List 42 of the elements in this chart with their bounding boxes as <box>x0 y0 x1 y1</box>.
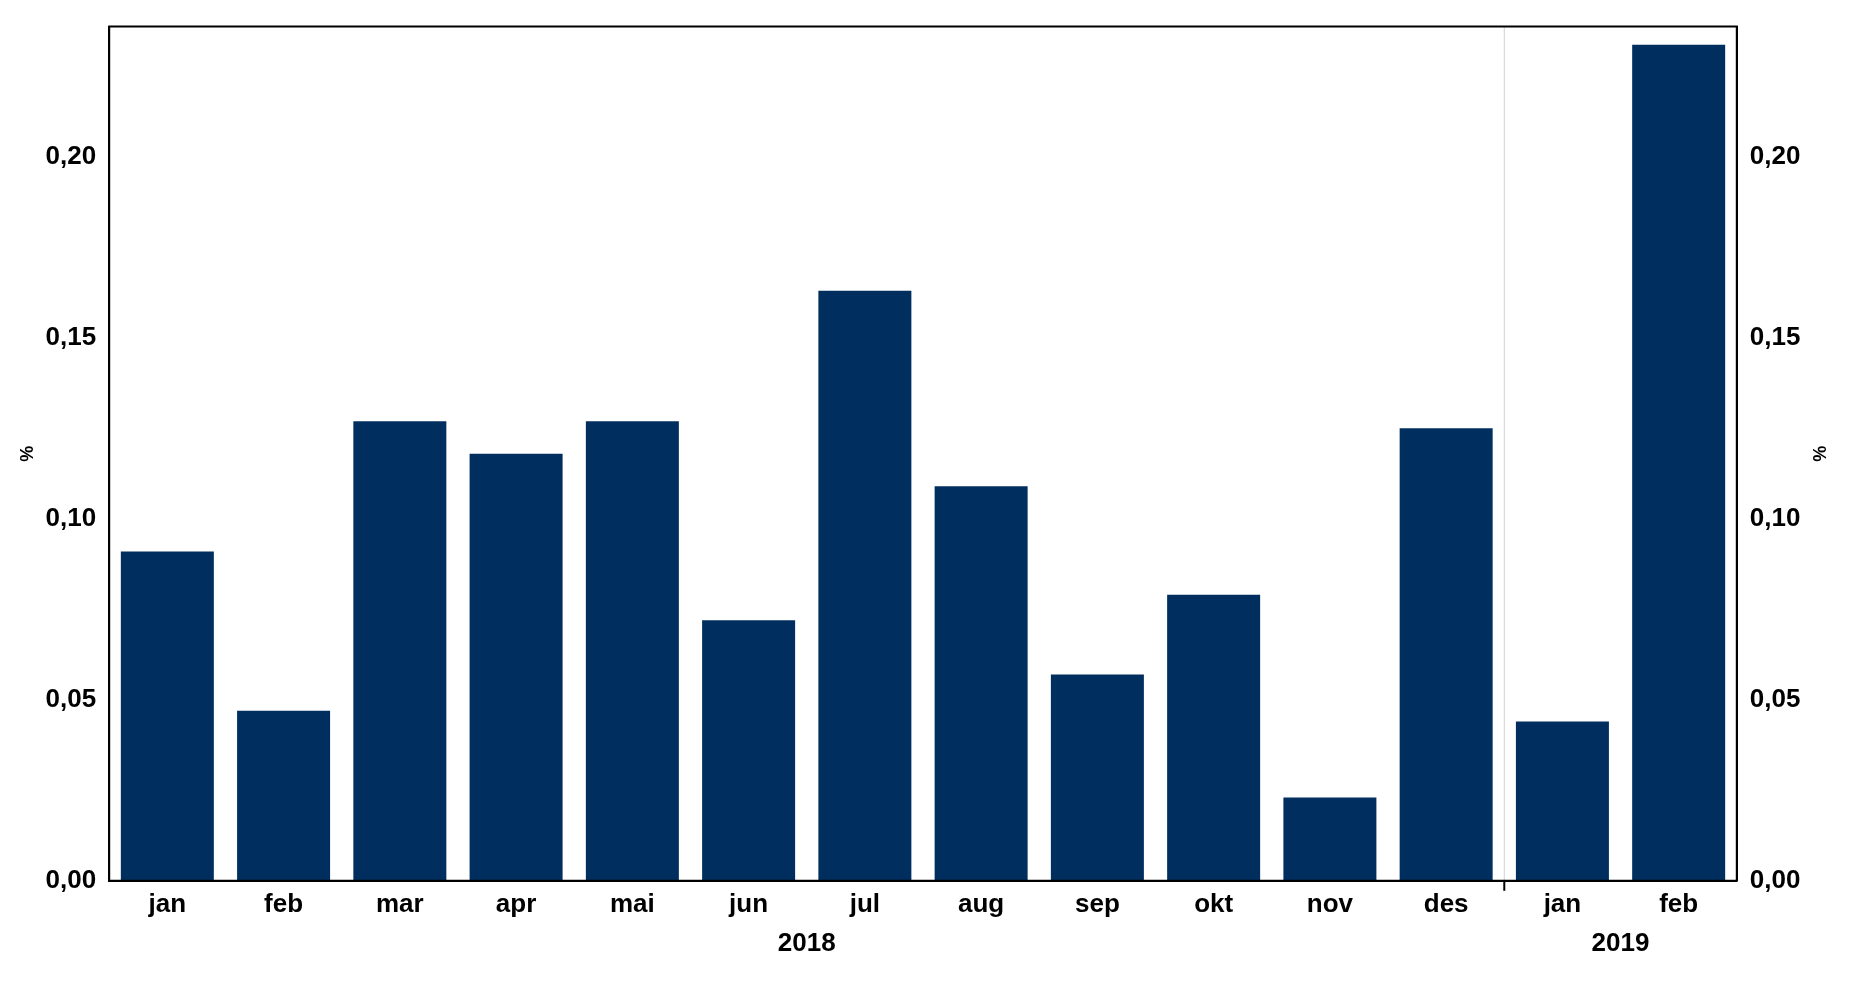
bar <box>934 486 1028 881</box>
y2-tick-label: 0,05 <box>1749 683 1801 713</box>
bar <box>1399 428 1493 881</box>
x-tick-label: jan <box>1542 887 1582 918</box>
bar <box>1167 594 1261 881</box>
y2-tick-label: 0,20 <box>1749 140 1801 171</box>
x-tick-label: nov <box>1306 887 1354 918</box>
x-tick-label: sep <box>1074 887 1120 918</box>
x-tick-label: feb <box>264 887 304 918</box>
x-tick-label: feb <box>1659 887 1699 918</box>
y2-tick-label: 0,00 <box>1749 863 1801 894</box>
y2-axis-title: % <box>1809 445 1830 462</box>
x-tick-label: okt <box>1194 887 1234 918</box>
x-tick-label: jan <box>147 887 187 918</box>
y-tick-label: 0,20 <box>45 140 97 171</box>
bar <box>1050 674 1144 881</box>
y-axis-title: % <box>16 445 37 462</box>
y2-tick-label: 0,15 <box>1749 321 1801 352</box>
y2-tick-label: 0,10 <box>1749 502 1801 533</box>
bar <box>469 453 563 881</box>
y-tick-label: 0,10 <box>45 502 97 533</box>
x-tick-label: jun <box>728 887 769 918</box>
y-tick-label: 0,00 <box>45 863 97 894</box>
text: 2019 <box>1591 926 1650 957</box>
x-tick-label: mai <box>609 887 655 918</box>
bar <box>120 551 214 881</box>
x-tick-label: mar <box>375 887 424 918</box>
bar <box>818 290 912 881</box>
bar <box>585 421 679 881</box>
x-tick-label: jul <box>848 887 881 918</box>
bar <box>702 620 796 881</box>
bar <box>1632 44 1726 881</box>
bar <box>237 710 331 881</box>
x-tick-label: apr <box>495 887 537 918</box>
x-tick-label: des <box>1423 887 1469 918</box>
bar <box>1515 721 1609 881</box>
text: 2018 <box>777 926 836 957</box>
y-tick-label: 0,15 <box>45 321 97 352</box>
bar <box>353 421 447 881</box>
x-tick-label: aug <box>958 887 1005 918</box>
bar <box>1283 797 1377 881</box>
y-tick-label: 0,05 <box>45 683 97 713</box>
